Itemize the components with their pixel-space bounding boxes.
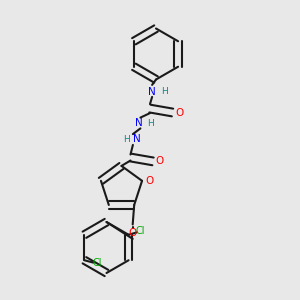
Text: H: H bbox=[161, 87, 168, 96]
Text: Cl: Cl bbox=[135, 226, 145, 236]
Text: H: H bbox=[147, 118, 154, 127]
Text: Cl: Cl bbox=[92, 258, 102, 268]
Text: O: O bbox=[175, 107, 183, 118]
Text: N: N bbox=[148, 86, 156, 97]
Text: N: N bbox=[133, 134, 140, 145]
Text: H: H bbox=[123, 135, 130, 144]
Text: O: O bbox=[129, 229, 137, 238]
Text: N: N bbox=[135, 118, 143, 128]
Text: O: O bbox=[146, 176, 154, 186]
Text: O: O bbox=[155, 156, 164, 167]
